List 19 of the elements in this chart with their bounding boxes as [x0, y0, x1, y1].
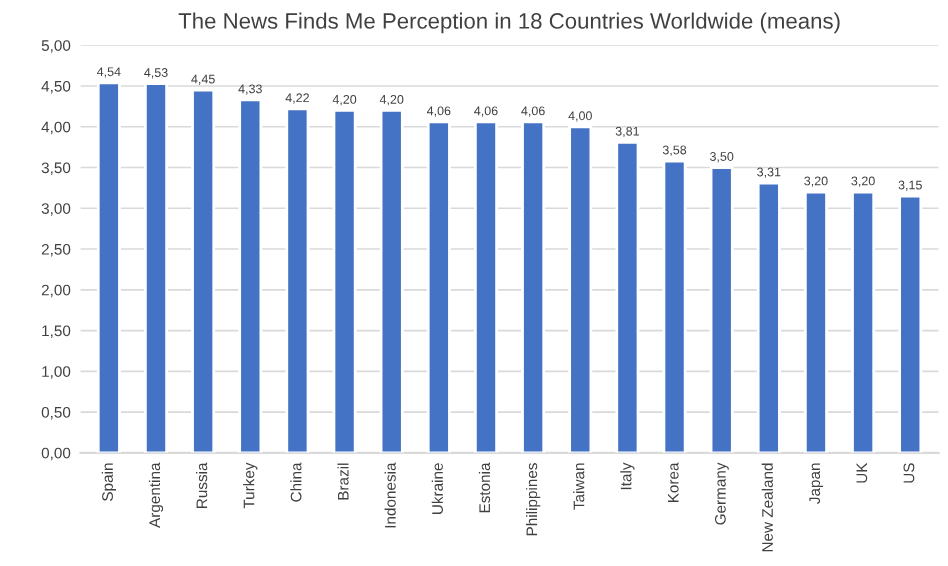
bar	[898, 194, 923, 453]
chart-title: The News Finds Me Perception in 18 Countries Worldwide (means)	[178, 12, 840, 34]
bar	[285, 107, 310, 453]
bar	[568, 125, 593, 453]
bar	[238, 98, 263, 453]
bar	[615, 140, 640, 453]
bar	[756, 181, 781, 453]
bar	[662, 159, 687, 453]
bar	[851, 190, 876, 453]
bar	[379, 109, 404, 453]
bar	[144, 82, 168, 453]
bar	[332, 109, 357, 453]
bar	[709, 166, 734, 453]
bar	[803, 190, 828, 453]
bar	[473, 120, 498, 453]
bar	[96, 81, 121, 453]
bar	[191, 88, 216, 453]
bar	[426, 120, 451, 453]
bar	[521, 120, 546, 453]
